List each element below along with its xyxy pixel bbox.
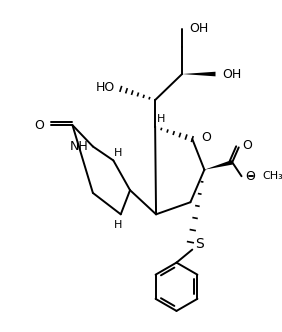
Text: NH: NH — [69, 140, 88, 153]
Text: O: O — [245, 170, 255, 183]
Polygon shape — [182, 72, 215, 76]
Polygon shape — [204, 160, 233, 170]
Text: OH: OH — [190, 22, 209, 35]
Text: H: H — [114, 220, 122, 230]
Text: CH₃: CH₃ — [262, 171, 282, 181]
Text: O: O — [243, 139, 252, 152]
Text: S: S — [195, 237, 204, 251]
Text: O: O — [35, 119, 45, 131]
Text: OH: OH — [222, 67, 241, 81]
Text: HO: HO — [96, 81, 115, 94]
Text: H: H — [157, 114, 165, 124]
Text: H: H — [114, 148, 122, 158]
Text: O: O — [202, 131, 212, 144]
